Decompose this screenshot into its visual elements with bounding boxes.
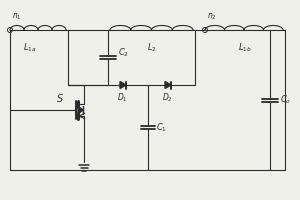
Polygon shape — [78, 106, 83, 114]
Text: $S$: $S$ — [56, 92, 64, 104]
Text: $D_2$: $D_2$ — [162, 92, 172, 104]
Text: $n_2$: $n_2$ — [207, 11, 217, 22]
Text: $D_1$: $D_1$ — [117, 92, 128, 104]
Text: $n_1$: $n_1$ — [12, 11, 22, 22]
Text: $C_o$: $C_o$ — [280, 94, 291, 106]
Polygon shape — [165, 82, 171, 88]
Text: $L_2$: $L_2$ — [147, 42, 156, 54]
Text: $L_{1a}$: $L_{1a}$ — [23, 42, 37, 54]
Polygon shape — [120, 82, 126, 88]
Text: $C_1$: $C_1$ — [156, 121, 167, 134]
Text: $L_{1b}$: $L_{1b}$ — [238, 42, 252, 54]
Text: $C_2$: $C_2$ — [118, 46, 129, 59]
